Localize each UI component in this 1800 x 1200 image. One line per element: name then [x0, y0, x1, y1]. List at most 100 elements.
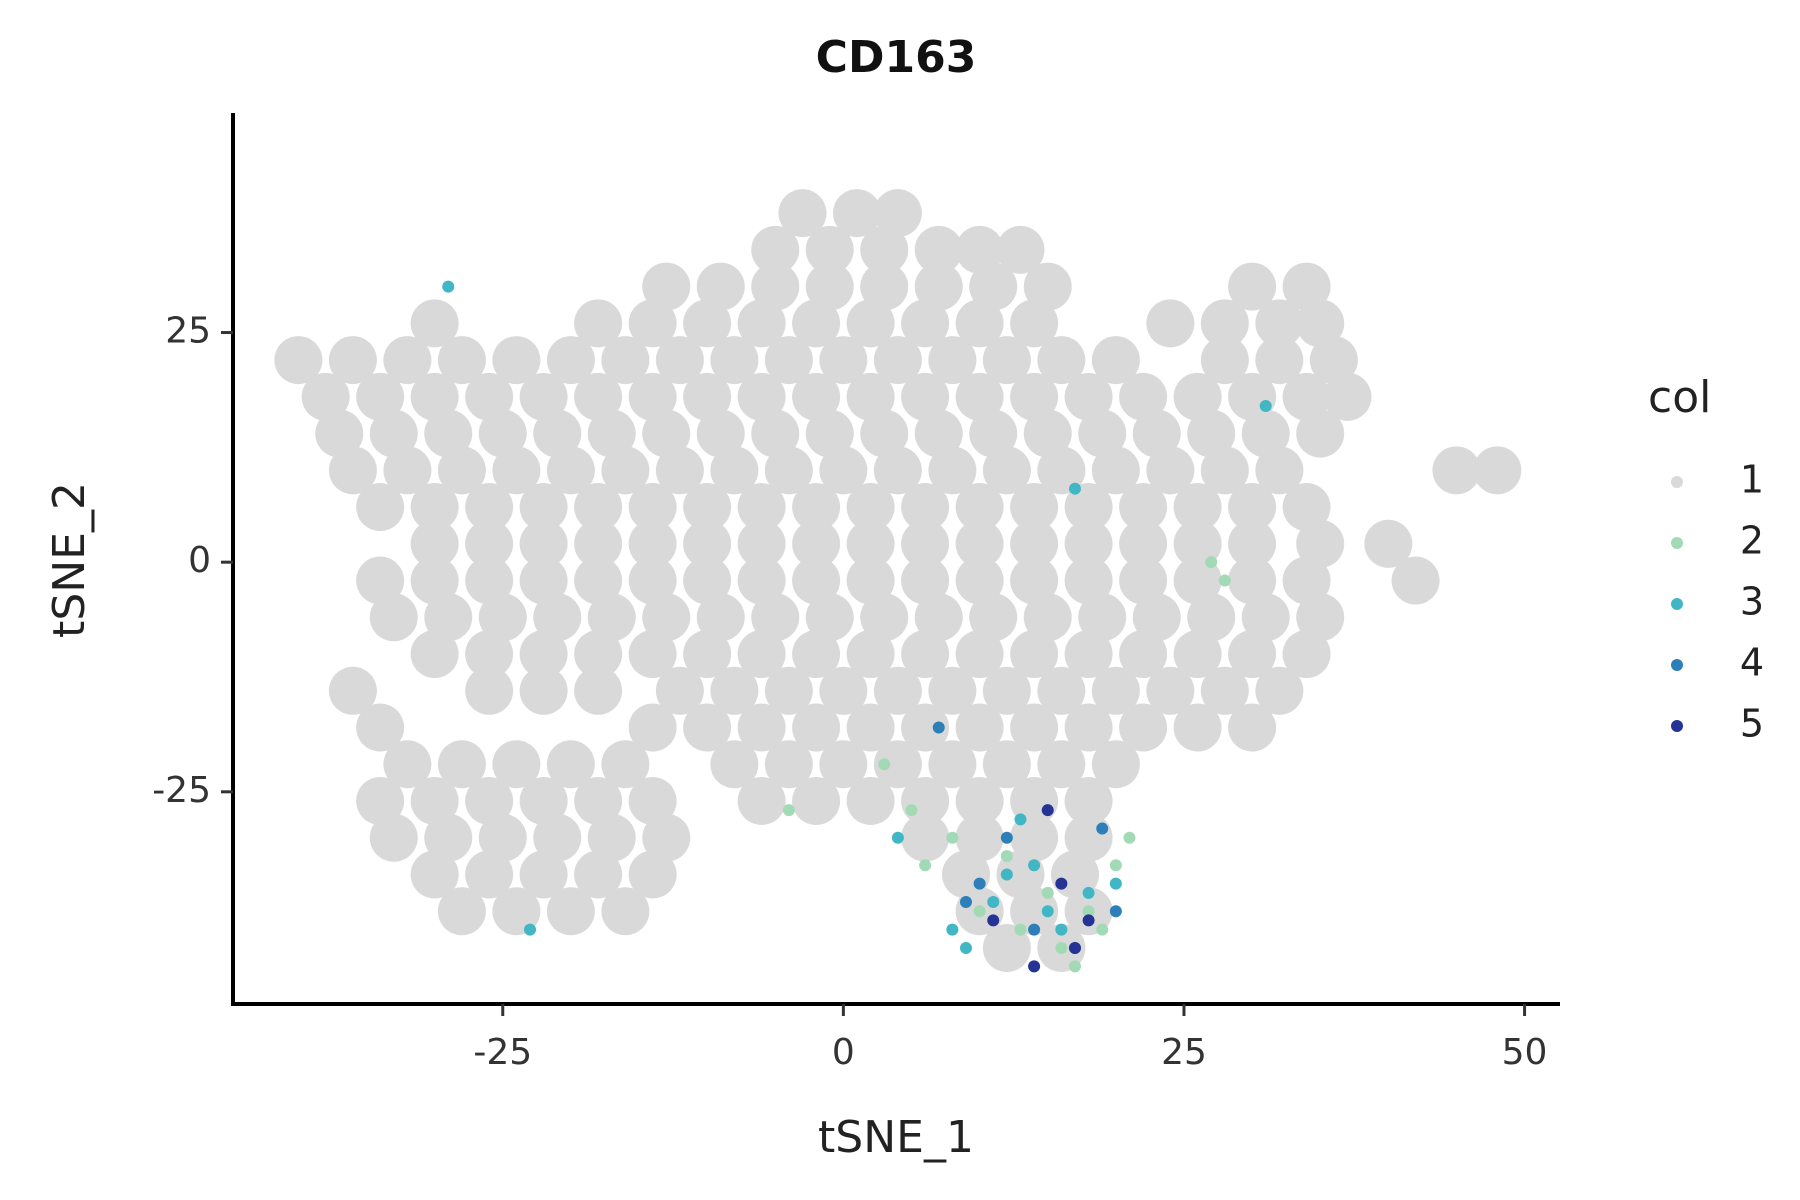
point: [1096, 822, 1109, 835]
point: [846, 776, 895, 825]
point: [519, 666, 568, 715]
point: [901, 299, 950, 348]
point: [901, 519, 950, 568]
point: [696, 262, 745, 311]
point: [437, 887, 486, 936]
point: [982, 666, 1031, 715]
point: [792, 299, 841, 348]
legend-label: 3: [1740, 580, 1764, 624]
point: [492, 336, 541, 385]
point: [533, 813, 582, 862]
point: [764, 336, 813, 385]
point: [1123, 831, 1136, 844]
point: [710, 666, 759, 715]
point: [860, 593, 909, 642]
point: [465, 556, 514, 605]
point: [437, 336, 486, 385]
point: [465, 850, 514, 899]
point: [1091, 446, 1140, 495]
point: [792, 556, 841, 605]
point: [574, 556, 623, 605]
point: [1064, 703, 1113, 752]
point: [1200, 299, 1249, 348]
point: [1228, 262, 1277, 311]
point: [465, 666, 514, 715]
point: [1296, 519, 1345, 568]
point: [1055, 941, 1068, 954]
point: [1023, 262, 1072, 311]
point: [1296, 593, 1345, 642]
point: [860, 225, 909, 274]
point: [955, 372, 1004, 421]
point: [519, 372, 568, 421]
point: [819, 446, 868, 495]
point: [764, 666, 813, 715]
legend: 1 2 3 4 5: [1671, 458, 1764, 746]
point: [1028, 923, 1041, 936]
point: [751, 409, 800, 458]
point: [819, 336, 868, 385]
point: [1296, 299, 1345, 348]
point: [1078, 593, 1127, 642]
point: [465, 776, 514, 825]
point: [369, 593, 418, 642]
point: [574, 776, 623, 825]
point: [519, 850, 568, 899]
point: [601, 887, 650, 936]
point: [1282, 630, 1331, 679]
point: [519, 519, 568, 568]
point: [1010, 483, 1059, 532]
point: [1173, 703, 1222, 752]
x-tick-label: -25: [473, 1032, 532, 1073]
point: [1173, 483, 1222, 532]
point: [1282, 262, 1331, 311]
point: [492, 887, 541, 936]
y-tick-label: 25: [165, 311, 211, 352]
point: [832, 189, 881, 238]
legend-marker: [1671, 598, 1683, 610]
point: [1255, 446, 1304, 495]
point: [792, 776, 841, 825]
point: [410, 483, 459, 532]
y-axis-title: tSNE_2: [44, 482, 95, 638]
point: [524, 923, 537, 936]
point: [1282, 372, 1331, 421]
point: [1028, 960, 1041, 973]
point: [792, 703, 841, 752]
point: [1000, 850, 1013, 863]
point: [628, 630, 677, 679]
point: [1364, 519, 1413, 568]
point: [478, 593, 527, 642]
point: [315, 409, 364, 458]
point: [1132, 409, 1181, 458]
point: [946, 923, 959, 936]
point: [846, 556, 895, 605]
point: [1259, 400, 1272, 413]
point: [410, 630, 459, 679]
point: [574, 483, 623, 532]
point: [959, 896, 972, 909]
point: [805, 262, 854, 311]
point: [1010, 372, 1059, 421]
point: [764, 446, 813, 495]
point: [1000, 831, 1013, 844]
point: [919, 859, 932, 872]
point: [1023, 593, 1072, 642]
point: [873, 666, 922, 715]
point: [982, 336, 1031, 385]
point: [356, 556, 405, 605]
point: [424, 593, 473, 642]
point: [1010, 630, 1059, 679]
point: [601, 336, 650, 385]
x-tick-label: 0: [832, 1032, 855, 1073]
point: [628, 850, 677, 899]
point: [1000, 868, 1013, 881]
point: [928, 446, 977, 495]
points-layer: [274, 189, 1522, 973]
point: [782, 804, 795, 817]
point: [601, 740, 650, 789]
point: [642, 813, 691, 862]
point: [1010, 887, 1059, 936]
point: [737, 372, 786, 421]
